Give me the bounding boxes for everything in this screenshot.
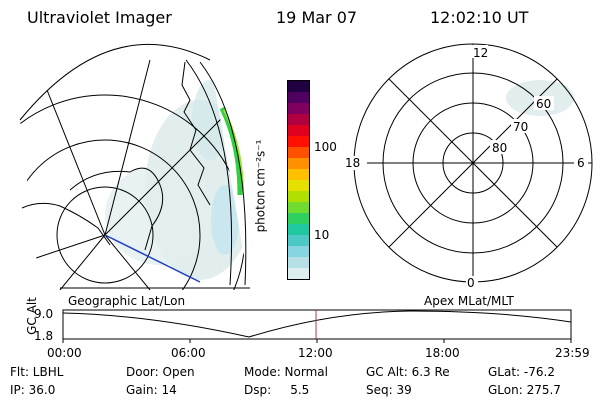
altitude-xtick-1200: 12:00 [298, 346, 333, 360]
altitude-curve [62, 310, 572, 338]
gc-alt-info: GC Alt: 6.3 Re [366, 365, 450, 379]
mlt-label-0: 0 [467, 276, 475, 290]
altitude-x-ticks [62, 339, 572, 343]
altitude-xtick-0600: 06:00 [171, 346, 206, 360]
mode-info: Mode: Normal [244, 365, 328, 379]
coastline-east [181, 61, 211, 206]
colorbar-segment [288, 169, 309, 180]
colorbar-segment [288, 257, 309, 268]
altitude-xtick-1800: 18:00 [425, 346, 460, 360]
colorbar-segment [288, 81, 309, 92]
mlat-label-80: 80 [492, 141, 508, 155]
date-label: 19 Mar 07 [276, 8, 358, 27]
colorbar-segment [288, 213, 309, 224]
colorbar-segment [288, 202, 309, 213]
ip-info: IP: 36.0 [10, 383, 56, 397]
colorbar [287, 80, 310, 280]
mlt-label-18: 18 [345, 156, 361, 170]
colorbar-tick-10: 10 [314, 228, 330, 242]
mlt-label-6: 6 [577, 156, 585, 170]
polar-panel-label: Apex MLat/MLT [424, 294, 514, 308]
instrument-title: Ultraviolet Imager [27, 8, 172, 27]
coastline-west [21, 202, 111, 246]
seq-info: Seq: 39 [366, 383, 412, 397]
colorbar-tick-100: 100 [314, 140, 337, 154]
filter-info: Flt: LBHL [10, 365, 64, 379]
colorbar-segment [288, 92, 309, 103]
dsp-info: Dsp: 5.5 [244, 383, 310, 397]
colorbar-segment [288, 103, 309, 114]
satellite-track [104, 234, 201, 283]
mlat-label-70: 70 [513, 120, 529, 134]
gain-info: Gain: 14 [126, 383, 177, 397]
polar-spokes [354, 44, 592, 282]
colorbar-segment [288, 158, 309, 169]
altitude-xtick-2359: 23:59 [555, 346, 590, 360]
colorbar-segment [288, 125, 309, 136]
colorbar-segment [288, 136, 309, 147]
altitude-ytick-1.8: 1.8 [34, 329, 54, 343]
geo-panel-label: Geographic Lat/Lon [68, 294, 186, 308]
time-label: 12:02:10 UT [430, 8, 529, 27]
colorbar-segment [288, 268, 309, 279]
glat-info: GLat: -76.2 [488, 365, 555, 379]
colorbar-segment [288, 180, 309, 191]
colorbar-segment [288, 224, 309, 235]
mlat-label-60: 60 [536, 97, 552, 111]
colorbar-segment [288, 114, 309, 125]
colorbar-segment [288, 147, 309, 158]
auroral-arc [219, 106, 243, 196]
colorbar-segment [288, 246, 309, 257]
altitude-xtick-0000: 00:00 [47, 346, 82, 360]
glon-info: GLon: 275.7 [488, 383, 561, 397]
door-info: Door: Open [126, 365, 195, 379]
mlt-label-12: 12 [473, 46, 489, 60]
altitude-ytick-9: 9.0 [34, 307, 54, 321]
altitude-plot-frame [62, 309, 572, 340]
colorbar-segment [288, 235, 309, 246]
coastline-south [69, 167, 164, 251]
colorbar-segment [288, 191, 309, 202]
